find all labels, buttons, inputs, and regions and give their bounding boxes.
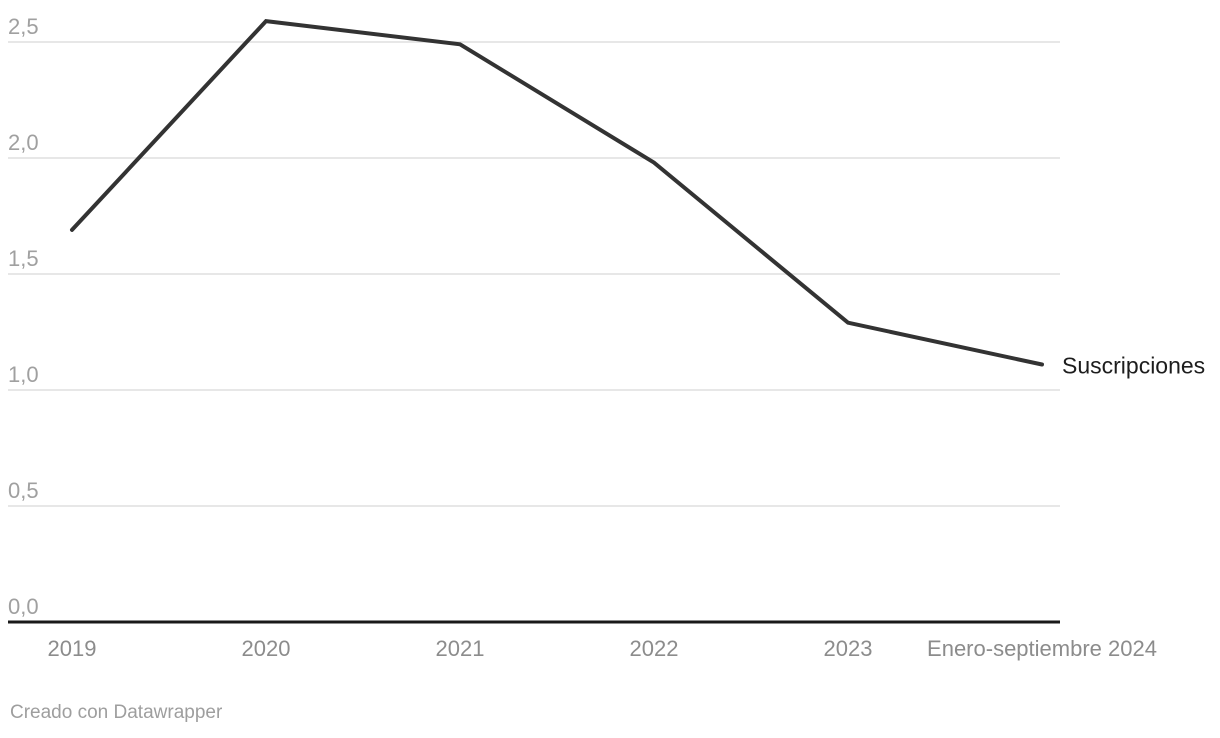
- y-tick-label: 1,0: [8, 362, 39, 387]
- gridlines-layer: [8, 41, 1060, 507]
- y-tick-label: 0,5: [8, 478, 39, 503]
- x-tick-label: Enero-septiembre 2024: [927, 636, 1157, 661]
- x-tick-label: 2023: [824, 636, 873, 661]
- line-chart: 0,0 0,5 1,0 1,5 2,0 2,5 2019 2020 2021 2022 2023 E…: [8, 14, 1205, 661]
- x-tick-label: 2021: [436, 636, 485, 661]
- y-axis-tick-labels: 0,0 0,5 1,0 1,5 2,0 2,5: [8, 14, 39, 619]
- series-label: Suscripciones: [1062, 352, 1205, 378]
- y-tick-label: 1,5: [8, 246, 39, 271]
- x-tick-label: 2022: [630, 636, 679, 661]
- series-line-suscripciones: [70, 18, 1044, 367]
- x-tick-label: 2019: [48, 636, 97, 661]
- datawrapper-credit-link[interactable]: Creado con Datawrapper: [10, 702, 223, 723]
- x-tick-label: 2020: [242, 636, 291, 661]
- y-tick-label: 2,5: [8, 14, 39, 39]
- y-tick-label: 0,0: [8, 594, 39, 619]
- y-tick-label: 2,0: [8, 130, 39, 155]
- x-axis-tick-labels: 2019 2020 2021 2022 2023 Enero-septiembre 202…: [48, 636, 1157, 661]
